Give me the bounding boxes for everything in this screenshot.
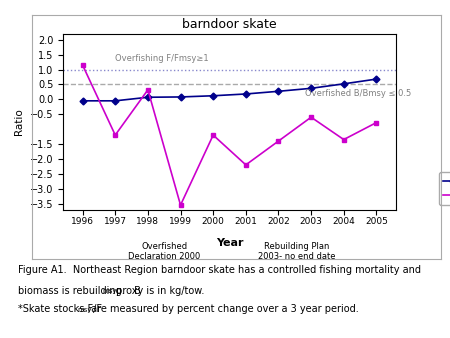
F/Fmsy [374, 121, 379, 125]
F/Fmsy [341, 138, 346, 142]
Text: Figure A1.  Northeast Region barndoor skate has a controlled fishing mortality a: Figure A1. Northeast Region barndoor ska… [18, 265, 421, 275]
F/Fmsy [308, 115, 314, 119]
Text: Year: Year [216, 238, 243, 248]
B/Bmsy [276, 89, 281, 93]
F/Fmsy [211, 133, 216, 137]
Text: proxy is in kg/tow.: proxy is in kg/tow. [113, 286, 205, 296]
B/Bmsy [178, 95, 183, 99]
B/Bmsy [80, 99, 86, 103]
B/Bmsy [145, 95, 151, 99]
F/Fmsy [80, 63, 86, 67]
Text: are measured by percent change over a 3 year period.: are measured by percent change over a 3 … [88, 304, 359, 314]
Y-axis label: Ratio: Ratio [14, 108, 24, 135]
F/Fmsy [243, 163, 248, 167]
Text: Rebuilding Plan: Rebuilding Plan [264, 242, 330, 251]
Text: Overfished B/Bmsy ≤ 0.5: Overfished B/Bmsy ≤ 0.5 [305, 89, 411, 98]
Text: Overfished: Overfished [141, 242, 187, 251]
Legend: B/Bmsy, F/Fmsy: B/Bmsy, F/Fmsy [439, 172, 450, 205]
Line: F/Fmsy: F/Fmsy [80, 63, 379, 208]
Text: Overfishing F/Fmsy≥1: Overfishing F/Fmsy≥1 [115, 54, 209, 63]
Text: msy: msy [103, 288, 117, 294]
Title: barndoor skate: barndoor skate [182, 18, 277, 31]
Text: msy: msy [77, 307, 92, 313]
Line: B/Bmsy: B/Bmsy [80, 77, 379, 103]
Text: 2003- no end date: 2003- no end date [258, 252, 336, 261]
B/Bmsy [112, 99, 118, 103]
F/Fmsy [276, 139, 281, 143]
F/Fmsy [178, 203, 183, 207]
Text: Declaration 2000: Declaration 2000 [128, 252, 200, 261]
F/Fmsy [112, 133, 118, 137]
B/Bmsy [243, 92, 248, 96]
F/Fmsy [145, 88, 151, 92]
B/Bmsy [374, 77, 379, 81]
B/Bmsy [211, 94, 216, 98]
B/Bmsy [341, 82, 346, 86]
Text: *Skate stocks F/F: *Skate stocks F/F [18, 304, 102, 314]
Text: biomass is rebuilding.   B: biomass is rebuilding. B [18, 286, 141, 296]
B/Bmsy [308, 86, 314, 90]
